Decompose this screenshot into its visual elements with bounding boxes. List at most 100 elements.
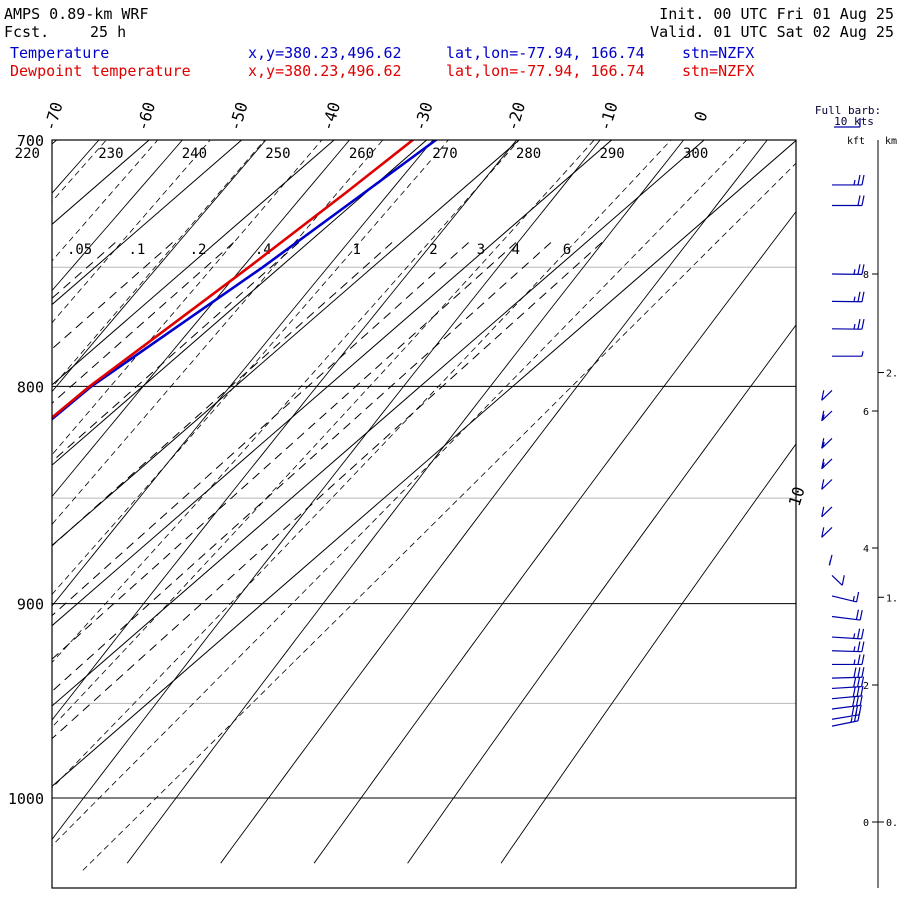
wind-barb xyxy=(831,667,865,679)
wind-barb xyxy=(831,264,865,275)
mixing-ratio-label-6: 6 xyxy=(563,242,571,258)
init-time: Init. 00 UTC Fri 01 Aug 25 xyxy=(659,5,894,23)
wind-barb xyxy=(831,695,863,710)
moist-adiabat xyxy=(0,140,6,870)
isotherm--50 xyxy=(52,140,242,306)
wind-barb xyxy=(821,527,833,538)
moist-adiabat xyxy=(52,140,672,789)
wind-barb xyxy=(821,437,833,449)
moist-adiabat xyxy=(82,162,796,871)
wind-barb xyxy=(831,641,865,653)
isotherm-label--50: -50 xyxy=(225,100,252,133)
mixing-ratio-label-2: 2 xyxy=(429,242,437,258)
kft-tick-label: 4 xyxy=(863,544,869,555)
legend-dewpoint-latlon: lat,lon=-77.94, 166.74 xyxy=(446,62,645,80)
barb-legend-speed: 10 kts xyxy=(834,115,874,128)
dry-adiabat-240 xyxy=(52,140,183,292)
mixing-ratio-label-4: 4 xyxy=(512,242,520,258)
dry-adiabat-340 xyxy=(500,443,796,864)
wind-barb xyxy=(832,654,865,666)
moist-adiabat xyxy=(52,140,323,456)
mixing-ratio-label-.1: .1 xyxy=(128,242,145,258)
dry-adiabat-320 xyxy=(313,210,796,864)
moist-adiabat xyxy=(52,140,595,728)
isobar-label-1000: 1000 xyxy=(8,790,44,808)
km-tick-label: 0. xyxy=(886,818,898,829)
dewpoint-profile xyxy=(52,140,415,420)
dry-adiabat-270 xyxy=(52,140,434,607)
dry-adiabat-label-220: 220 xyxy=(15,146,40,162)
isotherm--40 xyxy=(52,140,335,386)
temperature-profile xyxy=(52,140,438,421)
dry-adiabat-310 xyxy=(220,140,768,864)
mixing-ratio-.1 xyxy=(52,242,173,350)
mixing-ratio-4 xyxy=(52,242,552,693)
mixing-ratio-.2 xyxy=(52,242,234,404)
km-tick-label: 1. xyxy=(886,593,898,604)
isobar-label-900: 900 xyxy=(17,596,44,614)
wind-barb xyxy=(831,710,861,727)
mixing-ratio-6 xyxy=(52,242,603,740)
mixing-ratio-label-.05: .05 xyxy=(67,242,92,258)
moist-adiabat xyxy=(52,140,56,145)
wind-barb xyxy=(821,410,833,422)
wind-barb xyxy=(831,628,865,640)
mixing-ratio-.4 xyxy=(52,242,300,463)
dry-adiabat-300 xyxy=(126,140,684,864)
isotherm--10 xyxy=(52,140,612,627)
wind-barb xyxy=(831,685,864,700)
dry-adiabat-220 xyxy=(0,140,15,863)
dry-adiabat-330 xyxy=(407,324,796,864)
plot-frame xyxy=(51,139,797,889)
dry-adiabat-label-290: 290 xyxy=(599,146,624,162)
kft-tick-label: 0 xyxy=(863,818,869,829)
wind-barb xyxy=(831,291,865,303)
mixing-ratio-label-.2: .2 xyxy=(190,242,207,258)
isotherm-label--70: -70 xyxy=(40,100,67,133)
wind-barb xyxy=(821,458,833,470)
legend-temperature-xy: x,y=380.23,496.62 xyxy=(248,44,402,62)
legend-temperature-stn: stn=NZFX xyxy=(682,44,755,62)
isotherm-label--40: -40 xyxy=(318,100,345,133)
valid-time: Valid. 01 UTC Sat 02 Aug 25 xyxy=(650,23,894,41)
legend-dewpoint-xy: x,y=380.23,496.62 xyxy=(248,62,402,80)
moist-adiabat xyxy=(52,140,211,324)
legend-dewpoint-name: Dewpoint temperature xyxy=(10,62,191,80)
wind-barb xyxy=(832,174,865,186)
wind-barb xyxy=(831,591,860,603)
isotherm--30 xyxy=(52,140,427,466)
legend-dewpoint-stn: stn=NZFX xyxy=(682,62,755,80)
kft-tick-label: 2 xyxy=(863,681,869,692)
isotherm-label--10: -10 xyxy=(595,100,622,133)
dry-adiabat-label-250: 250 xyxy=(265,146,290,162)
mixing-ratio-label-3: 3 xyxy=(477,242,485,258)
wind-barb xyxy=(831,318,865,330)
kft-tick-label: 8 xyxy=(863,270,869,281)
mixing-ratio-3 xyxy=(52,242,517,660)
wind-barb xyxy=(821,506,833,518)
wind-barb xyxy=(832,351,864,357)
kft-unit-label: kft xyxy=(847,136,865,147)
wind-barb xyxy=(821,479,833,490)
barb-legend-title: Full barb: xyxy=(815,104,881,117)
moist-adiabat xyxy=(52,140,747,847)
wind-barb xyxy=(821,390,833,401)
dry-adiabat-280 xyxy=(52,140,517,721)
isotherm-label-0: 0 xyxy=(690,109,711,124)
dry-adiabat-290 xyxy=(52,140,601,841)
fcst-label: Fcst. xyxy=(4,23,50,41)
wind-barb xyxy=(831,574,845,586)
wind-barb xyxy=(831,609,863,621)
mixing-ratio-2 xyxy=(52,242,469,617)
dry-adiabat-label-280: 280 xyxy=(516,146,541,162)
fcst-value: 25 h xyxy=(90,23,127,41)
km-unit-label: km xyxy=(885,136,897,147)
model-title: AMPS 0.89-km WRF xyxy=(4,5,149,23)
dry-adiabat-250 xyxy=(52,140,267,393)
wind-barb xyxy=(828,554,833,566)
isotherm--70 xyxy=(52,140,57,145)
km-tick-label: 2. xyxy=(886,369,898,380)
wind-barb xyxy=(831,676,865,690)
dry-adiabat-label-270: 270 xyxy=(432,146,457,162)
